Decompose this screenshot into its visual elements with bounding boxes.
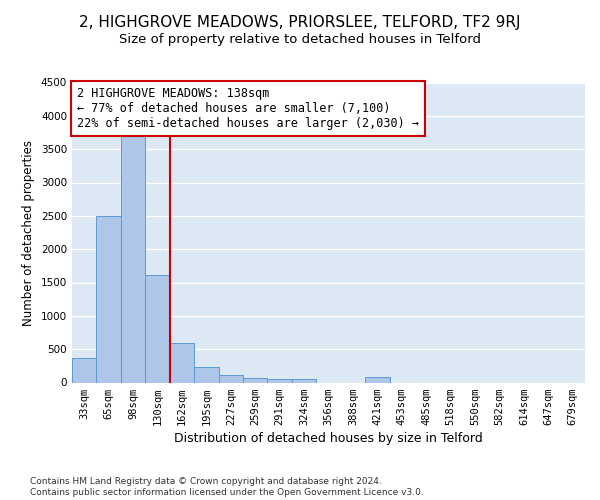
- Bar: [121, 136, 145, 382]
- Text: Size of property relative to detached houses in Telford: Size of property relative to detached ho…: [119, 32, 481, 46]
- Bar: [365, 377, 389, 382]
- Bar: [72, 358, 97, 382]
- Bar: [170, 343, 194, 382]
- Bar: [268, 379, 292, 382]
- Text: 2, HIGHGROVE MEADOWS, PRIORSLEE, TELFORD, TF2 9RJ: 2, HIGHGROVE MEADOWS, PRIORSLEE, TELFORD…: [79, 15, 521, 30]
- Bar: [194, 367, 218, 382]
- Bar: [292, 379, 316, 382]
- Text: 2 HIGHGROVE MEADOWS: 138sqm
← 77% of detached houses are smaller (7,100)
22% of : 2 HIGHGROVE MEADOWS: 138sqm ← 77% of det…: [77, 87, 419, 130]
- Y-axis label: Number of detached properties: Number of detached properties: [22, 140, 35, 326]
- Bar: [145, 274, 170, 382]
- X-axis label: Distribution of detached houses by size in Telford: Distribution of detached houses by size …: [174, 432, 483, 445]
- Text: Contains HM Land Registry data © Crown copyright and database right 2024.
Contai: Contains HM Land Registry data © Crown c…: [30, 478, 424, 497]
- Bar: [243, 378, 268, 382]
- Bar: [218, 375, 243, 382]
- Bar: [97, 216, 121, 382]
